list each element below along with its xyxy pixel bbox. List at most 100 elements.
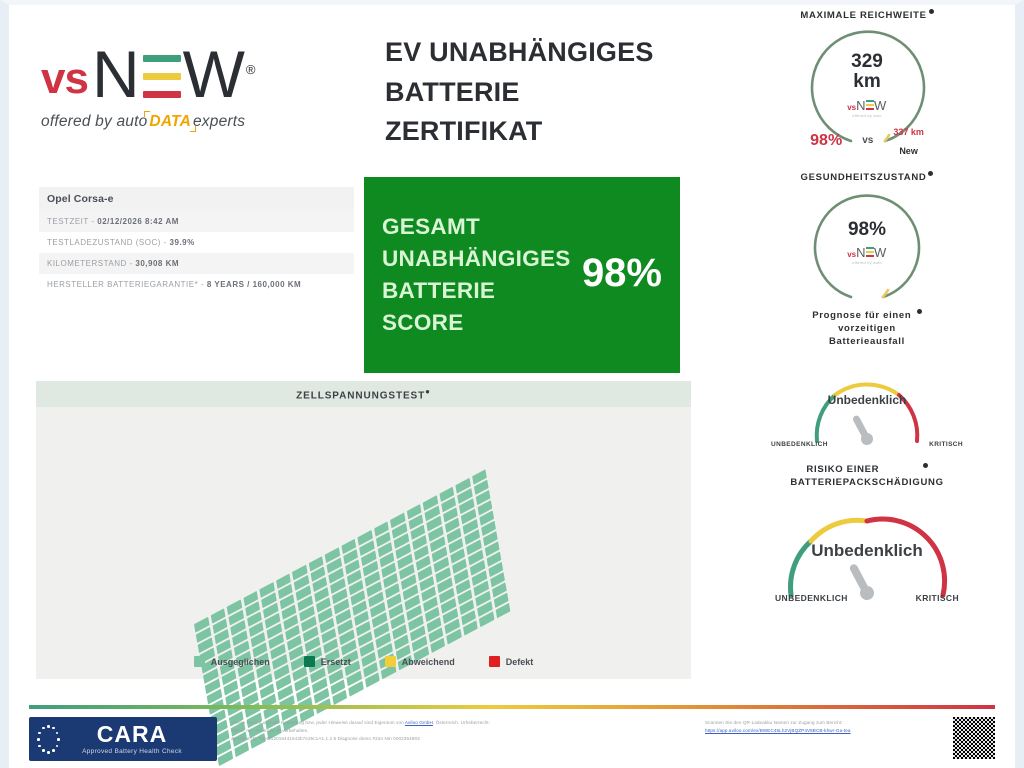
cell-test-header: ZELLSPANNUNGSTEST● bbox=[36, 381, 691, 407]
info-dot-icon bbox=[922, 462, 928, 468]
logo-wordmark: vs N W® bbox=[41, 29, 371, 107]
qr-code[interactable] bbox=[953, 717, 995, 759]
vehicle-model: Opel Corsa-e bbox=[39, 187, 354, 211]
failure-heading-line-3: Batterieausfall bbox=[829, 335, 905, 347]
cara-name: CARA bbox=[96, 721, 168, 747]
legend-item: Defekt bbox=[488, 656, 533, 667]
legend-label: Ersetzt bbox=[320, 656, 351, 667]
cell-voltage-test-panel: ZELLSPANNUNGSTEST● 100% AUSGEGLICHEN bbox=[36, 381, 691, 767]
range-comparison: 98% vs 337 km New bbox=[709, 122, 1024, 159]
info-dot-icon bbox=[928, 170, 934, 176]
metrics-column: MAXIMALE REICHWEITE 329 km vsN W offered … bbox=[709, 9, 1024, 605]
disclaimer-line-3: Zertifikat-ID: 38e8f12016441543b7e35c1A1… bbox=[231, 736, 420, 742]
qr-caption: Scannen Sie den QR-Ladeakku Namen zur Zu… bbox=[705, 720, 843, 725]
damage-scale: UNBEDENKLICH KRITISCH bbox=[709, 593, 1024, 603]
health-gauge-heading: GESUNDHEITSZUSTAND bbox=[709, 170, 1024, 185]
damage-heading-line-1: RISIKO EINER bbox=[709, 462, 1024, 477]
detail-value: 8 YEARS / 160,000 KM bbox=[206, 280, 302, 289]
detail-value: 39.9% bbox=[169, 238, 195, 247]
legend-item: Abweichend bbox=[384, 656, 455, 667]
score-label-line-2: UNABHÄNGIGES bbox=[382, 246, 571, 272]
detail-value: 30,908 KM bbox=[135, 259, 180, 268]
aviloo-link[interactable]: Aviloo GmbH bbox=[404, 720, 433, 725]
report-url-link[interactable]: https://app.aviloo.com/ev/BWEC45Lh2VjBQZ… bbox=[705, 728, 851, 734]
failure-heading-line-2: vorzeitigen bbox=[838, 322, 896, 334]
footer-disclaimer: *Diese Bericht und alle Bewertung bzw. j… bbox=[231, 717, 691, 761]
detail-label: TESTZEIT - bbox=[47, 217, 95, 226]
info-dot-icon bbox=[916, 308, 922, 314]
damage-gauge-heading: RISIKO EINER BATTERIEPACKSCHÄDIGUNG bbox=[709, 462, 1024, 490]
footer-body: CARA Approved Battery Health Check *Dies… bbox=[29, 709, 995, 761]
damage-scale-low: UNBEDENKLICH bbox=[775, 593, 848, 604]
legend-label: Abweichend bbox=[401, 656, 455, 667]
logo-vs-text: vs bbox=[41, 54, 89, 103]
failure-scale-high: KRITISCH bbox=[929, 440, 963, 448]
legend-item: Ersetzt bbox=[303, 656, 351, 667]
tagline-prefix: offered by auto bbox=[41, 113, 148, 130]
vsnew-logo: vs N W® offered by auto DATA experts bbox=[41, 29, 371, 132]
cara-stars-icon bbox=[35, 723, 61, 755]
cara-logo: CARA Approved Battery Health Check bbox=[29, 717, 217, 761]
logo-letter-n: N bbox=[91, 37, 141, 111]
disclaimer-line-2: aviloo, Inc. Kontrolle ist vorbehalten. bbox=[231, 728, 309, 734]
footer: CARA Approved Battery Health Check *Dies… bbox=[29, 705, 995, 763]
overall-score-label: GESAMT UNABHÄNGIGES BATTERIE SCORE bbox=[382, 211, 582, 339]
failure-heading-line-1: Prognose für einen bbox=[709, 308, 1024, 323]
detail-label: KILOMETERSTAND - bbox=[47, 259, 133, 268]
logo-registered-mark: ® bbox=[245, 62, 257, 77]
damage-heading-line-2: BATTERIEPACKSCHÄDIGUNG bbox=[790, 476, 944, 488]
failure-scale: UNBEDENKLICH KRITISCH bbox=[709, 441, 1024, 448]
failure-value: Unbedenklich bbox=[827, 392, 907, 407]
cara-tagline: Approved Battery Health Check bbox=[82, 748, 182, 755]
title-line-2: BATTERIE bbox=[385, 76, 520, 107]
vehicle-detail-row: TESTLADEZUSTAND (SOC) - 39.9% bbox=[39, 232, 354, 253]
legend-swatch bbox=[488, 656, 500, 667]
failure-gauge-heading: Prognose für einen vorzeitigen Batteriea… bbox=[709, 308, 1024, 349]
overall-score-value: 98% bbox=[581, 250, 662, 295]
legend-swatch bbox=[193, 656, 205, 667]
score-label-line-3: BATTERIE bbox=[382, 278, 496, 303]
tagline-data-chip: DATA bbox=[144, 111, 196, 132]
failure-gauge: Unbedenklich UNBEDENKLICH KRITISCH bbox=[709, 355, 1024, 448]
page-title: EV UNABHÄNGIGES BATTERIE ZERTIFIKAT bbox=[385, 33, 685, 152]
damage-gauge: Unbedenklich UNBEDENKLICH KRITISCH bbox=[709, 497, 1024, 605]
range-compare-percent: 98% bbox=[810, 131, 843, 149]
legend-label: Ausgeglichen bbox=[210, 656, 270, 667]
detail-label: TESTLADEZUSTAND (SOC) - bbox=[47, 238, 167, 247]
detail-label: HERSTELLER BATTERIEGARANTIE* - bbox=[47, 280, 205, 289]
health-gauge: 98% vsN W offered by auto bbox=[709, 189, 1024, 307]
legend-swatch bbox=[384, 656, 396, 667]
damage-scale-high: KRITISCH bbox=[915, 593, 959, 604]
overall-score-box: GESAMT UNABHÄNGIGES BATTERIE SCORE 98% bbox=[364, 177, 680, 373]
logo-letter-e-bars-icon bbox=[142, 53, 181, 101]
logo-tagline: offered by auto DATA experts bbox=[41, 111, 371, 132]
range-gauge-heading: MAXIMALE REICHWEITE bbox=[709, 9, 1024, 23]
failure-scale-low: UNBEDENKLICH bbox=[771, 440, 828, 448]
title-line-1: EV UNABHÄNGIGES bbox=[385, 37, 654, 67]
score-label-line-1: GESAMT bbox=[382, 214, 481, 240]
info-dot-icon: ● bbox=[425, 386, 431, 396]
disclaimer-line-1: *Diese Bericht und alle Bewertung bzw. j… bbox=[231, 720, 491, 725]
cell-test-legend: Ausgeglichen Ersetzt Abweichend Defekt bbox=[36, 656, 691, 667]
footer-color-rule bbox=[29, 705, 995, 709]
footer-qr-block: Scannen Sie den QR-Ladeakku Namen zur Zu… bbox=[705, 717, 995, 761]
range-new-value: 337 km bbox=[893, 127, 924, 138]
damage-value: Unbedenklich bbox=[811, 541, 923, 561]
legend-item: Ausgeglichen bbox=[193, 656, 270, 667]
title-line-3: ZERTIFIKAT bbox=[385, 116, 543, 147]
legend-swatch bbox=[303, 656, 315, 667]
tagline-suffix: experts bbox=[192, 113, 246, 130]
qr-link-line: https://app.aviloo.com/ev/BWEC45Lh2VjBQZ… bbox=[705, 727, 995, 735]
logo-letter-w: W bbox=[182, 37, 246, 111]
range-compare-vs: vs bbox=[862, 135, 874, 147]
detail-value: 02/12/2026 8:42 AM bbox=[97, 217, 179, 226]
logo-new-text: N W® bbox=[92, 41, 257, 107]
score-label-line-4: SCORE bbox=[382, 309, 464, 335]
vehicle-details-panel: Opel Corsa-e TESTZEIT - 02/12/2026 8:42 … bbox=[39, 187, 354, 295]
range-compare-new: 337 km New bbox=[893, 122, 924, 159]
vehicle-detail-row: HERSTELLER BATTERIEGARANTIE* - 8 YEARS /… bbox=[39, 274, 354, 295]
header: vs N W® offered by auto DATA experts EV UNA… bbox=[9, 5, 1015, 167]
cell-test-title: ZELLSPANNUNGSTEST● bbox=[296, 386, 431, 402]
info-dot-icon bbox=[928, 9, 934, 14]
